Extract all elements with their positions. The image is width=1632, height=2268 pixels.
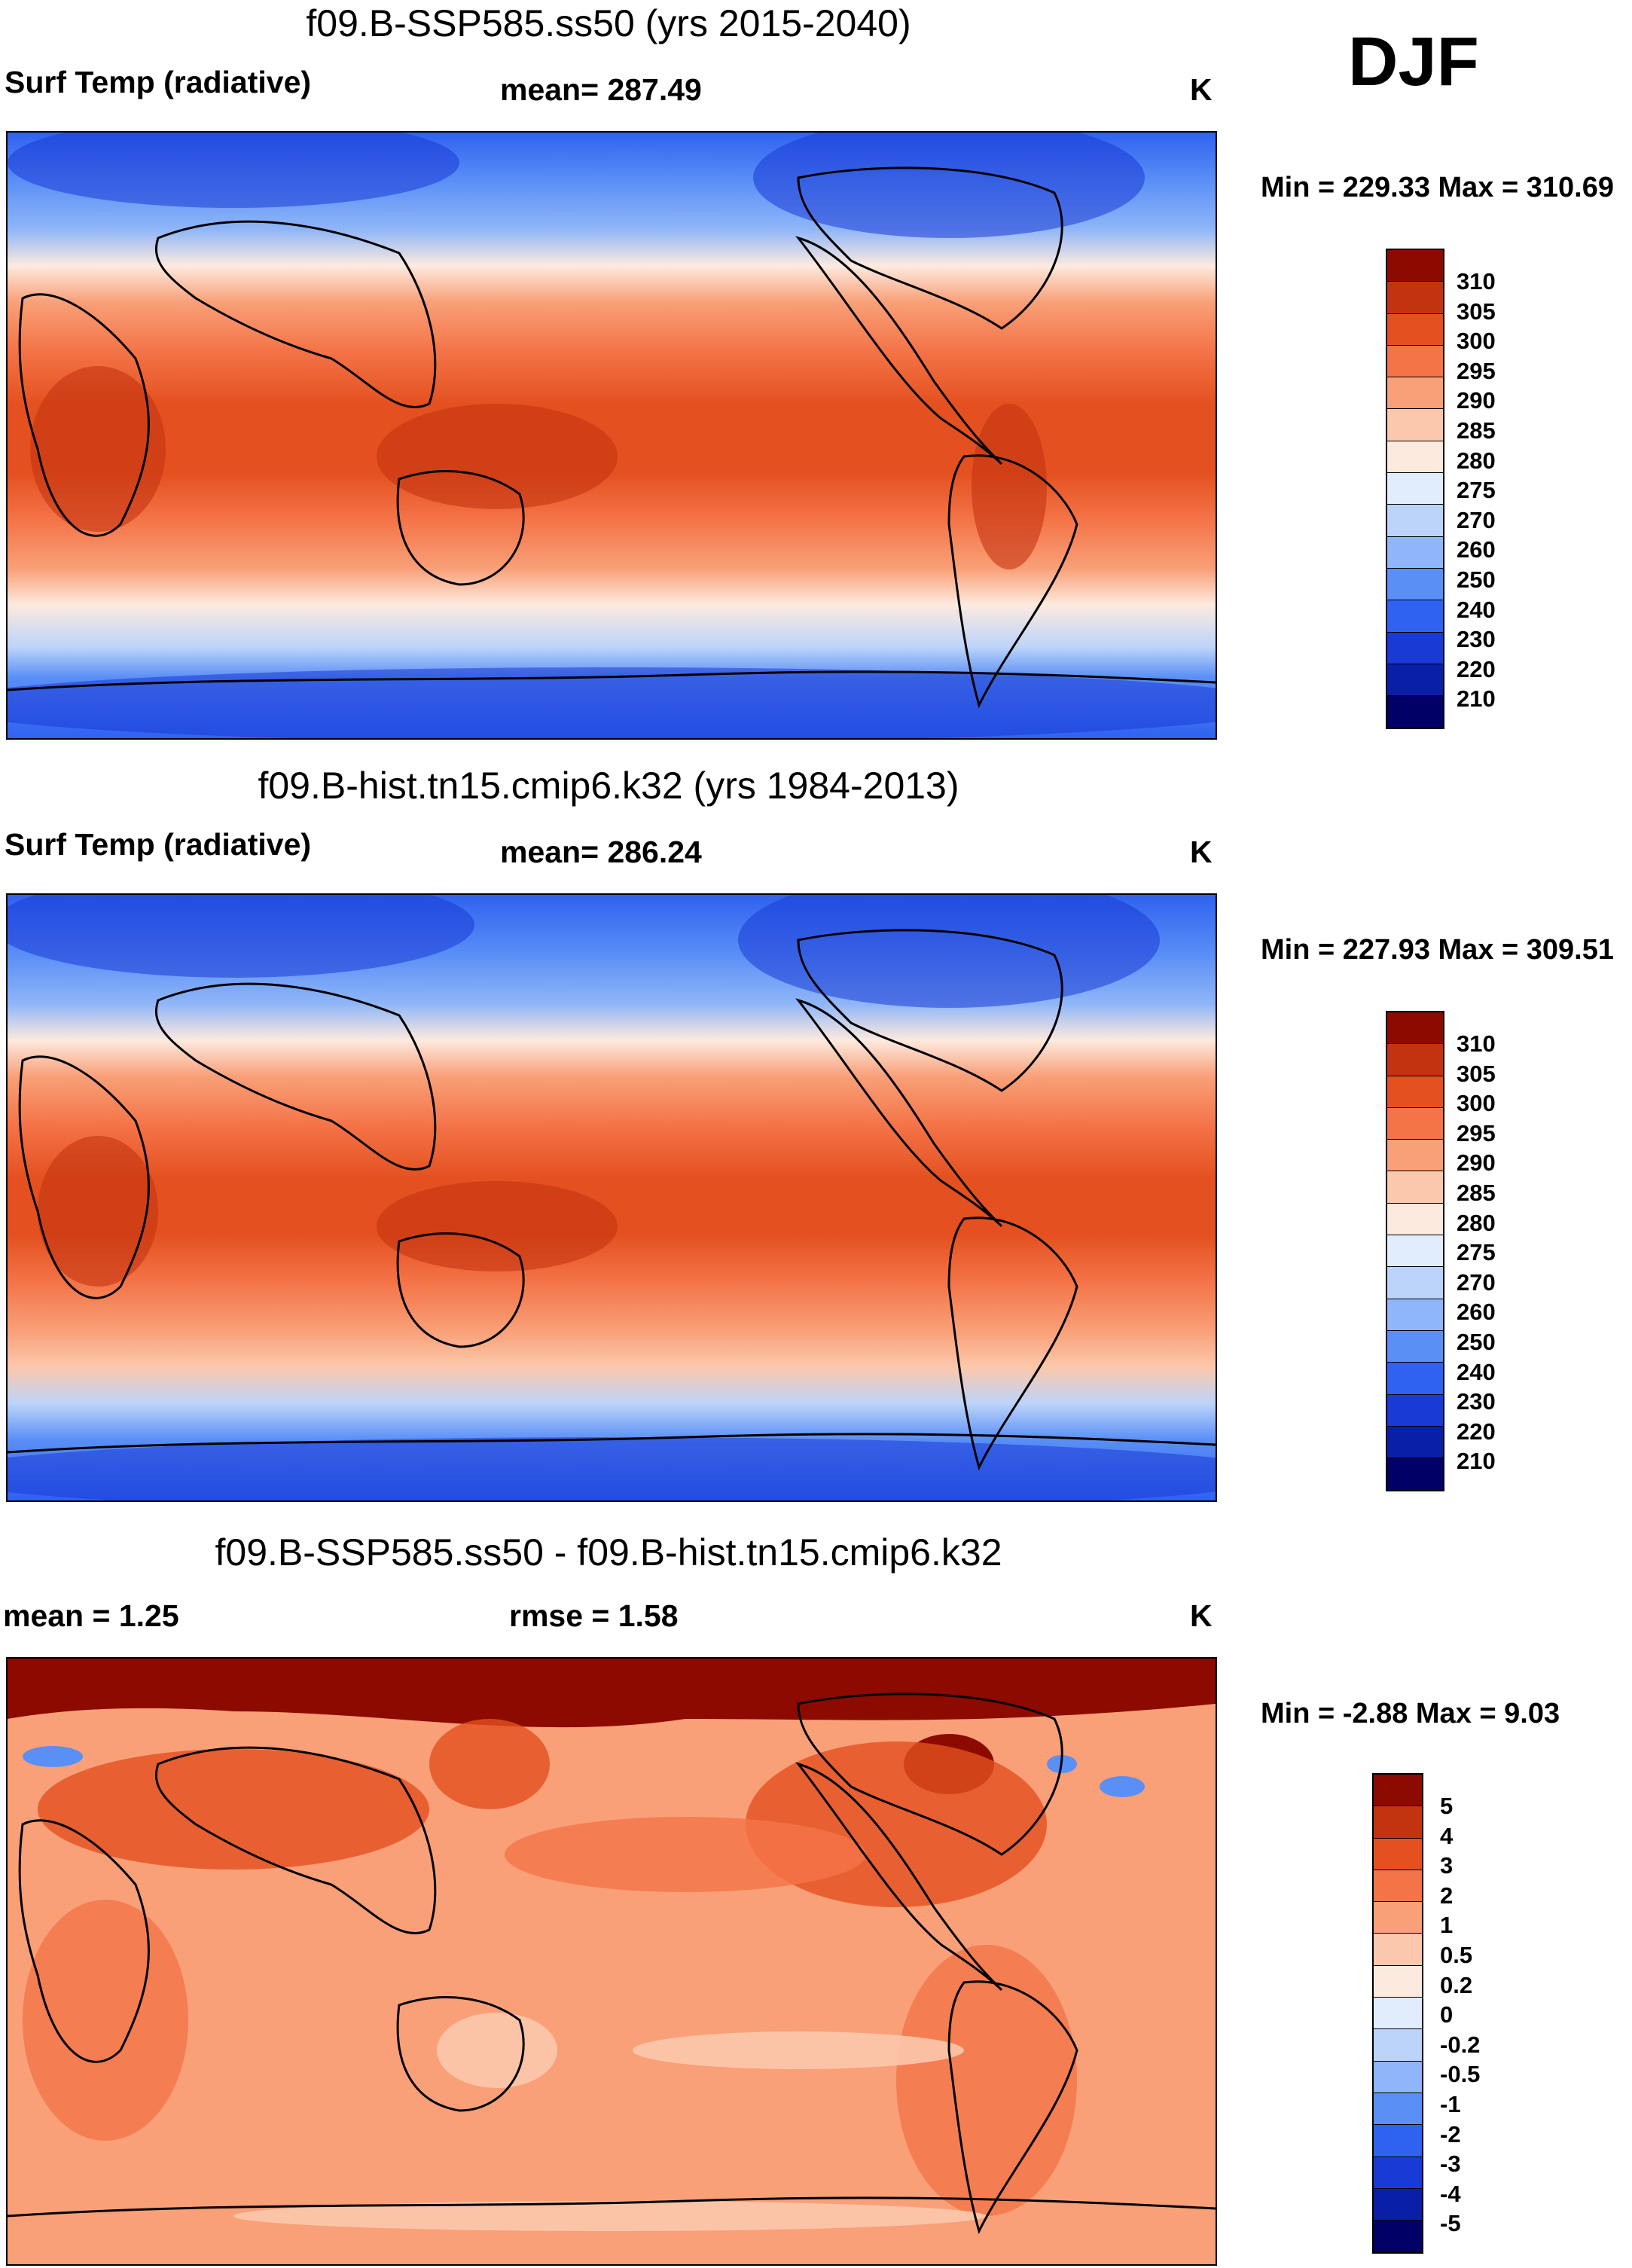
- panel-3-mean-label: mean = 1.25: [3, 1598, 179, 1633]
- colorbar-tick-label: 280: [1457, 447, 1496, 474]
- colorbar-tick-label: 285: [1457, 1180, 1496, 1206]
- panel-2-colorbar: [1386, 1011, 1444, 1491]
- panel-3-rmse-label: rmse = 1.58: [509, 1598, 679, 1633]
- colorbar-tick-label: -5: [1440, 2210, 1461, 2237]
- panel-3-title: f09.B-SSP585.ss50 - f09.B-hist.tn15.cmip…: [215, 1531, 1002, 1574]
- colorbar-tick-label: -3: [1440, 2150, 1461, 2178]
- colorbar-tick-label: 210: [1457, 1448, 1496, 1475]
- panel-1-variable-label: Surf Temp (radiative): [5, 65, 312, 99]
- colorbar-tick-label: 240: [1457, 1358, 1496, 1385]
- panel-3-map: [6, 1657, 1217, 2266]
- season-label: DJF: [1348, 23, 1479, 100]
- colorbar-tick-label: 230: [1457, 1388, 1496, 1415]
- panel-2-map-field: [8, 895, 1216, 1500]
- colorbar-tick-label: 1: [1440, 1912, 1454, 1939]
- colorbar-tick-label: 3: [1440, 1852, 1454, 1879]
- colorbar-tick-label: 210: [1457, 685, 1496, 713]
- panel-3-map-field: [8, 1659, 1216, 2264]
- colorbar-tick-label: 250: [1457, 1329, 1496, 1355]
- panel-1-minmax: Min = 229.33 Max = 310.69: [1261, 172, 1614, 203]
- colorbar-tick-label: 220: [1457, 1418, 1496, 1445]
- panel-2-mean-label: mean= 286.24: [500, 835, 702, 869]
- colorbar-tick-label: 270: [1457, 506, 1496, 533]
- panel-1-mean-label: mean= 287.49: [500, 72, 702, 107]
- colorbar-tick-label: 260: [1457, 1299, 1496, 1326]
- panel-2-variable-label: Surf Temp (radiative): [5, 827, 312, 862]
- colorbar-tick-label: 310: [1457, 268, 1496, 295]
- colorbar-tick-label: 275: [1457, 477, 1496, 504]
- colorbar-tick-label: 285: [1457, 417, 1496, 444]
- panel-1-units: K: [1190, 72, 1213, 107]
- colorbar-tick-label: 0: [1440, 2001, 1454, 2028]
- colorbar-tick-label: 220: [1457, 655, 1496, 682]
- panel-3-units: K: [1190, 1598, 1213, 1633]
- colorbar-tick-label: 295: [1457, 357, 1496, 384]
- colorbar-tick-label: 250: [1457, 566, 1496, 593]
- panel-1-map-field: [8, 133, 1216, 738]
- colorbar-tick-label: 260: [1457, 536, 1496, 563]
- colorbar-tick-label: 290: [1457, 387, 1496, 414]
- colorbar-tick-label: 5: [1440, 1793, 1454, 1819]
- colorbar-tick-label: 4: [1440, 1822, 1454, 1849]
- panel-1-map: [6, 131, 1217, 740]
- colorbar-tick-label: -0.5: [1440, 2061, 1481, 2088]
- panel-2-minmax: Min = 227.93 Max = 309.51: [1261, 934, 1614, 966]
- colorbar-tick-label: 305: [1457, 298, 1496, 325]
- colorbar-tick-label: 2: [1440, 1882, 1454, 1909]
- colorbar-tick-label: 270: [1457, 1268, 1496, 1296]
- panel-2-title: f09.B-hist.tn15.cmip6.k32 (yrs 1984-2013…: [258, 765, 959, 807]
- panel-2-units: K: [1190, 835, 1213, 869]
- colorbar-tick-label: 300: [1457, 328, 1496, 355]
- colorbar-tick-label: 275: [1457, 1239, 1496, 1266]
- colorbar-tick-label: 230: [1457, 626, 1496, 653]
- colorbar-tick-label: 0.2: [1440, 1971, 1473, 1998]
- panel-3-colorbar: [1372, 1773, 1423, 2254]
- colorbar-tick-label: 290: [1457, 1149, 1496, 1177]
- colorbar-tick-label: 300: [1457, 1090, 1496, 1117]
- colorbar-tick-label: 310: [1457, 1030, 1496, 1057]
- panel-1-title: f09.B-SSP585.ss50 (yrs 2015-2040): [306, 2, 911, 44]
- panel-1-colorbar: [1386, 249, 1444, 729]
- colorbar-tick-label: 280: [1457, 1209, 1496, 1236]
- colorbar-tick-label: 305: [1457, 1060, 1496, 1087]
- colorbar-tick-label: -4: [1440, 2180, 1461, 2207]
- colorbar-tick-label: -0.2: [1440, 2031, 1481, 2058]
- colorbar-tick-label: 0.5: [1440, 1942, 1473, 1968]
- colorbar-tick-label: 295: [1457, 1119, 1496, 1146]
- colorbar-tick-label: -1: [1440, 2091, 1461, 2117]
- panel-2-map: [6, 893, 1217, 1502]
- colorbar-tick-label: 240: [1457, 596, 1496, 623]
- panel-3-minmax: Min = -2.88 Max = 9.03: [1261, 1698, 1560, 1729]
- colorbar-tick-label: -2: [1440, 2120, 1461, 2147]
